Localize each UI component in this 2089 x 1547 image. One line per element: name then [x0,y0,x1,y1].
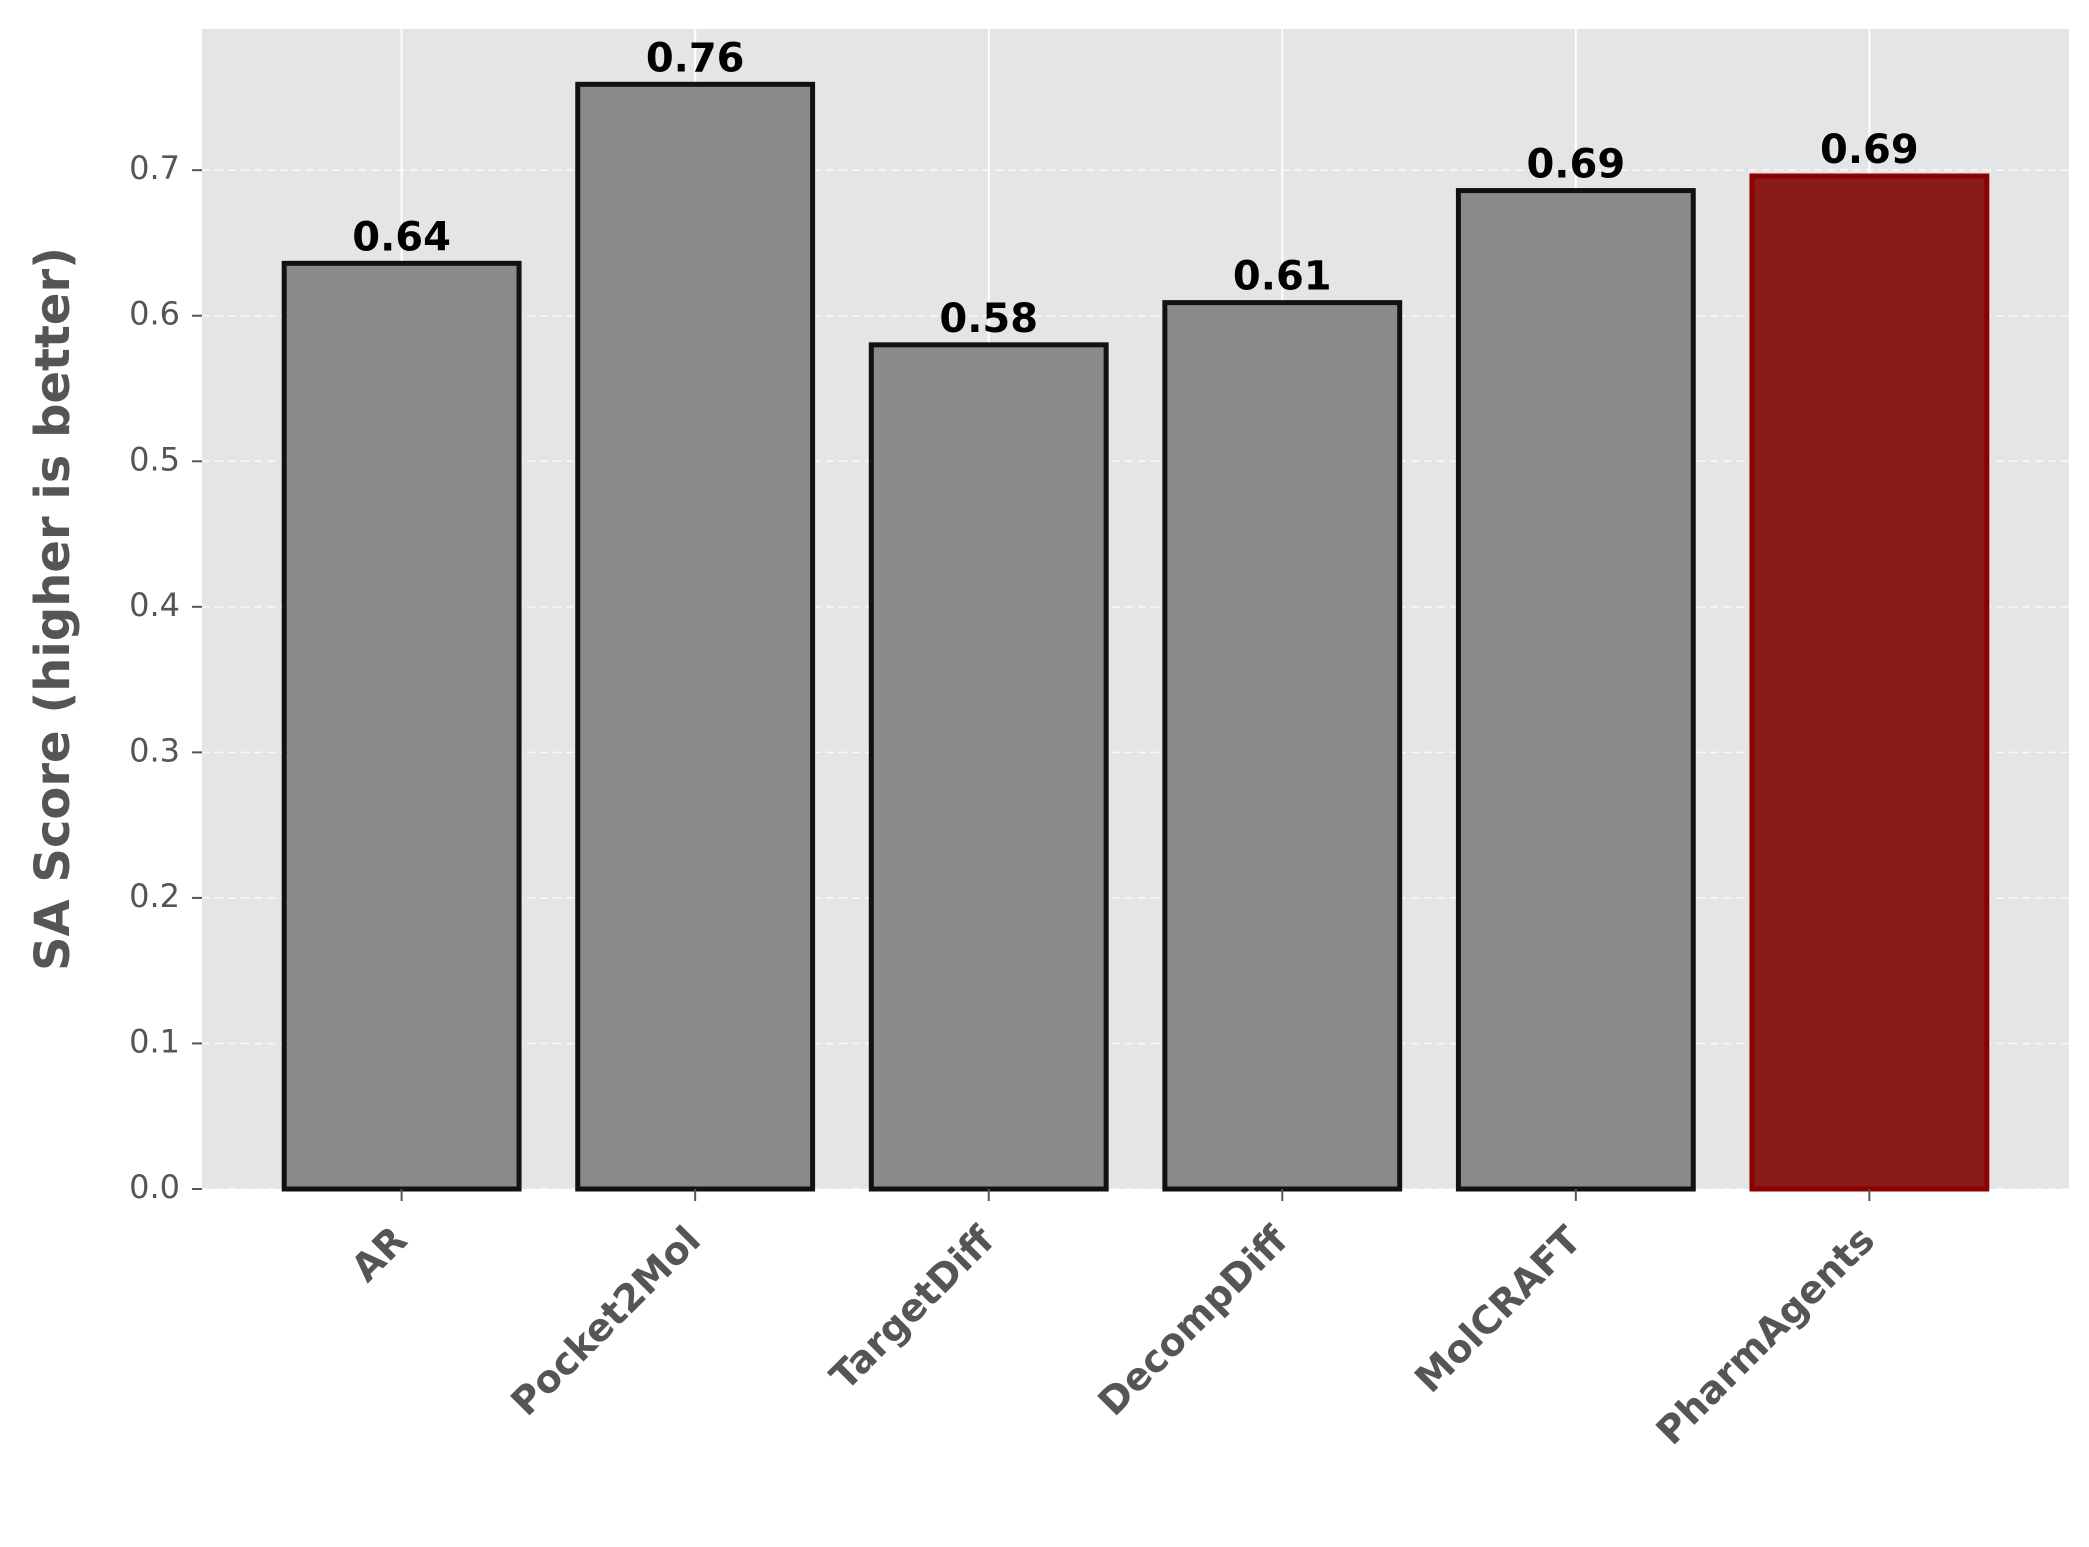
value-label: 0.61 [1233,254,1332,300]
y-tick-label: 0.1 [129,1022,180,1060]
y-tick-label: 0.3 [129,731,180,769]
y-tick-label: 0.0 [129,1168,180,1206]
bar [1162,300,1403,1192]
x-tick-label: MolCRAFT [1406,1218,1589,1401]
x-tick-label: Pocket2Mol [502,1218,709,1425]
bar [281,260,522,1192]
y-axis-label: SA Score (higher is better) [25,247,81,971]
bar [1455,188,1696,1192]
value-label: 0.69 [1820,127,1919,173]
y-tick-label: 0.5 [129,440,180,478]
y-tick-label: 0.6 [129,295,180,333]
value-label: 0.64 [352,214,451,260]
x-tick-label: PharmAgents [1648,1218,1884,1454]
y-tick-label: 0.7 [129,149,180,187]
bar [1749,173,1990,1192]
value-label: 0.58 [939,296,1038,342]
x-tick-label: DecompDiff [1090,1217,1297,1424]
bar [575,81,816,1192]
x-tick-label: TargetDiff [822,1217,1004,1399]
y-tick-label: 0.2 [129,877,180,915]
x-tick-label: AR [343,1218,416,1291]
bar [868,342,1109,1192]
value-label: 0.69 [1526,142,1625,188]
value-label: 0.76 [646,35,745,81]
y-tick-label: 0.4 [129,586,180,624]
